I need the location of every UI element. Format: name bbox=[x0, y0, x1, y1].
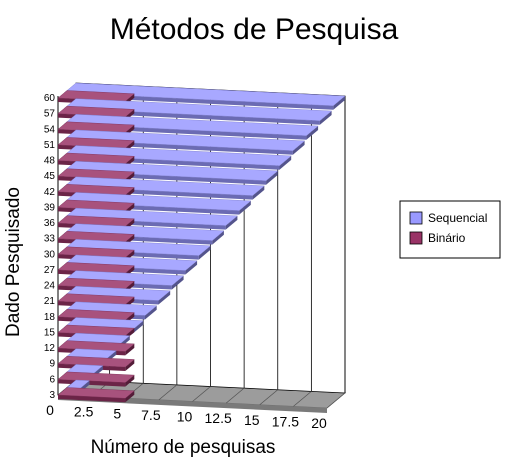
x-tick-label: 15 bbox=[244, 412, 260, 428]
bar-sequencial-end bbox=[333, 96, 345, 110]
y-tick-label: 51 bbox=[44, 140, 56, 151]
bar-binario-front bbox=[58, 395, 126, 403]
bar-sequencial-top bbox=[63, 254, 198, 271]
gridline-floor bbox=[158, 384, 178, 401]
legend-swatch bbox=[409, 211, 423, 225]
bar-binario-end bbox=[125, 359, 135, 371]
bar-sequencial-top bbox=[63, 145, 292, 166]
bar-sequencial-top bbox=[63, 223, 225, 241]
bar-sequencial-top bbox=[63, 82, 346, 107]
bar-binario-end bbox=[125, 390, 135, 403]
x-tick-label: 20 bbox=[311, 415, 327, 431]
gridline-floor bbox=[293, 391, 312, 407]
y-tick-label: 36 bbox=[44, 218, 56, 229]
y-tick-label: 42 bbox=[44, 187, 56, 198]
x-tick-label: 17.5 bbox=[272, 413, 299, 429]
bar-sequencial-end bbox=[145, 305, 157, 320]
gridline-floor bbox=[192, 386, 211, 402]
y-tick-label: 18 bbox=[44, 312, 56, 323]
bar-sequencial-end bbox=[266, 170, 278, 185]
gridline-floor bbox=[259, 389, 279, 406]
y-tick-label: 9 bbox=[49, 359, 55, 370]
y-tick-label: 57 bbox=[44, 109, 56, 120]
bar-sequencial-end bbox=[131, 320, 144, 335]
bar-sequencial-end bbox=[239, 200, 251, 215]
bar-sequencial-top bbox=[63, 270, 185, 286]
legend-label: Sequencial bbox=[428, 211, 487, 225]
y-tick-label: 30 bbox=[44, 249, 56, 260]
y-tick-label: 39 bbox=[44, 202, 56, 213]
x-tick-label: 0 bbox=[46, 402, 54, 418]
bar-sequencial-end bbox=[185, 260, 198, 275]
bar-sequencial-top bbox=[63, 239, 212, 256]
y-tick-label: 15 bbox=[44, 327, 56, 338]
bar-sequencial-top bbox=[63, 160, 279, 181]
y-tick-label: 21 bbox=[44, 296, 56, 307]
legend: Sequencial Binário bbox=[399, 200, 501, 259]
y-tick-label: 27 bbox=[44, 265, 56, 276]
bar-sequencial-end bbox=[292, 140, 305, 155]
bar-sequencial-top bbox=[63, 98, 333, 121]
x-tick-label: 7.5 bbox=[141, 407, 161, 423]
gridline-floor bbox=[225, 387, 245, 404]
bar-binario bbox=[57, 387, 135, 403]
x-tick-label: 12.5 bbox=[205, 410, 232, 426]
y-tick-label: 54 bbox=[44, 124, 56, 135]
y-axis-title: Dado Pesquisado bbox=[3, 187, 24, 337]
x-tick-label: 10 bbox=[177, 409, 193, 425]
gridline-floor bbox=[326, 392, 346, 409]
legend-box bbox=[399, 200, 501, 259]
bar-binario-end bbox=[125, 343, 135, 356]
bar-sequencial-top bbox=[63, 114, 319, 136]
bar-sequencial-end bbox=[306, 126, 319, 140]
y-tick-label: 6 bbox=[49, 374, 55, 385]
y-tick-label: 12 bbox=[44, 343, 56, 354]
x-tick-label: 2.5 bbox=[74, 404, 94, 420]
y-tick-label: 60 bbox=[44, 93, 56, 104]
bar-sequencial-end bbox=[279, 155, 292, 170]
bar-sequencial-top bbox=[63, 129, 306, 151]
legend-label: Binário bbox=[428, 231, 466, 245]
y-tick-label: 33 bbox=[44, 234, 56, 245]
y-tick-label: 45 bbox=[44, 171, 56, 182]
bar-sequencial-end bbox=[225, 215, 238, 230]
bar-binario-end bbox=[125, 375, 135, 387]
bar-sequencial-end bbox=[198, 245, 211, 260]
bar-sequencial-end bbox=[319, 111, 332, 125]
bar-sequencial-top bbox=[63, 192, 252, 211]
legend-swatch bbox=[409, 231, 423, 245]
chart-title: Métodos de Pesquisa bbox=[110, 13, 399, 46]
bar-sequencial-top bbox=[63, 176, 265, 196]
bar-sequencial-top bbox=[63, 207, 238, 226]
y-tick-label: 24 bbox=[44, 281, 56, 292]
y-tick-label: 48 bbox=[44, 156, 56, 167]
x-tick-label: 5 bbox=[113, 405, 121, 421]
bar-sequencial-end bbox=[158, 290, 171, 305]
bar-binario-top bbox=[57, 387, 135, 399]
bar-sequencial-end bbox=[212, 230, 224, 245]
bar-sequencial-end bbox=[171, 275, 184, 290]
x-axis-title: Número de pesquisas bbox=[91, 437, 276, 458]
bar-sequencial-end bbox=[252, 185, 265, 200]
y-tick-label: 3 bbox=[49, 390, 55, 401]
